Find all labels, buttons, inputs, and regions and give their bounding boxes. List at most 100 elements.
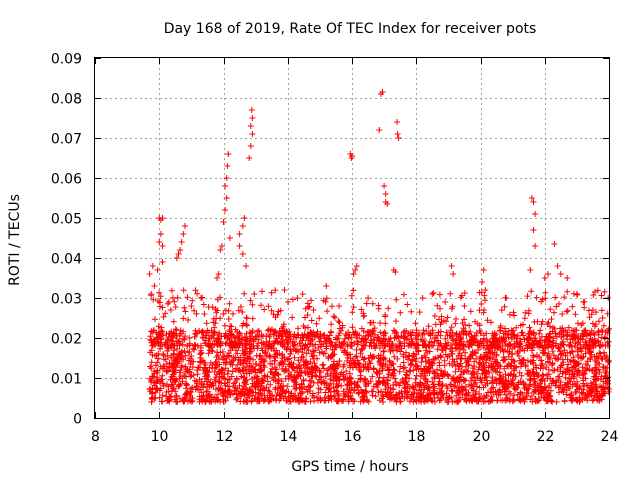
data-point <box>208 382 215 389</box>
data-point <box>278 325 285 332</box>
data-point <box>229 361 236 368</box>
data-point <box>227 323 234 330</box>
data-point <box>247 348 254 355</box>
data-point <box>536 330 543 337</box>
data-point <box>212 374 219 381</box>
data-point <box>525 367 531 374</box>
data-point <box>549 348 556 355</box>
data-point <box>382 191 389 197</box>
data-point <box>527 267 534 273</box>
data-point <box>579 354 586 361</box>
data-point <box>285 299 291 305</box>
data-point <box>178 239 185 245</box>
data-point <box>401 384 408 391</box>
data-point <box>176 375 183 382</box>
data-point <box>246 350 253 357</box>
data-point <box>469 385 475 392</box>
data-point <box>263 333 270 339</box>
data-point <box>241 342 248 349</box>
data-point <box>238 373 245 380</box>
data-point <box>392 375 398 382</box>
data-point <box>270 311 277 318</box>
data-point <box>481 307 488 313</box>
data-point <box>356 360 362 367</box>
data-point <box>235 307 242 314</box>
data-point <box>409 356 416 363</box>
data-point <box>272 287 279 294</box>
data-point <box>426 348 433 355</box>
data-point <box>289 314 296 321</box>
data-point <box>353 263 360 269</box>
data-point <box>204 381 211 388</box>
data-point <box>341 348 348 355</box>
data-point <box>302 370 309 377</box>
data-point <box>601 334 608 341</box>
data-point <box>182 308 189 315</box>
data-point <box>261 306 268 313</box>
data-point <box>162 310 169 317</box>
data-point <box>439 391 446 398</box>
data-point <box>452 382 459 389</box>
data-point <box>506 341 513 347</box>
data-point <box>349 309 356 316</box>
data-point <box>539 371 546 378</box>
data-point <box>226 300 233 307</box>
data-point <box>525 310 532 317</box>
data-point <box>223 175 230 181</box>
data-point <box>579 320 586 327</box>
data-point <box>551 241 558 247</box>
data-point <box>298 380 305 387</box>
data-point <box>220 219 227 225</box>
data-point <box>267 360 274 367</box>
data-point <box>146 271 153 277</box>
data-point <box>254 328 261 335</box>
data-point <box>227 347 234 354</box>
y-tick-label: 0.05 <box>51 212 82 228</box>
data-point <box>239 309 246 315</box>
data-point <box>172 388 179 395</box>
data-point <box>171 298 178 305</box>
data-point <box>196 393 203 400</box>
data-point <box>444 385 451 392</box>
data-point <box>556 373 563 380</box>
data-point <box>212 320 219 327</box>
data-point <box>397 309 404 316</box>
data-point <box>554 263 561 269</box>
data-point <box>272 357 278 364</box>
data-point <box>561 398 568 405</box>
data-point <box>292 386 299 392</box>
data-point <box>546 382 553 389</box>
data-point <box>455 397 462 404</box>
data-point <box>246 155 253 161</box>
y-tick-label: 0.02 <box>51 332 82 348</box>
data-point <box>164 381 170 388</box>
data-point <box>474 383 480 390</box>
data-point <box>501 303 508 310</box>
data-point <box>390 372 397 379</box>
data-point <box>561 294 568 301</box>
data-point <box>174 294 181 301</box>
data-point <box>261 364 268 371</box>
data-point <box>323 295 330 302</box>
data-point <box>597 350 604 357</box>
y-tick-label: 0.07 <box>51 132 82 148</box>
data-point <box>564 307 571 314</box>
data-point <box>148 398 155 405</box>
data-point <box>172 326 179 333</box>
data-point <box>333 387 340 394</box>
data-point <box>344 393 351 400</box>
data-point <box>265 303 272 310</box>
data-point <box>526 324 533 331</box>
data-point <box>430 290 437 296</box>
data-point <box>322 350 329 357</box>
data-point <box>540 372 547 379</box>
data-point <box>152 389 159 396</box>
data-point <box>369 300 376 307</box>
data-point <box>323 283 330 289</box>
data-point <box>350 304 357 310</box>
data-point <box>367 360 374 367</box>
data-point <box>419 295 426 301</box>
data-point <box>215 391 221 398</box>
data-point <box>436 291 443 298</box>
data-point <box>201 311 208 317</box>
